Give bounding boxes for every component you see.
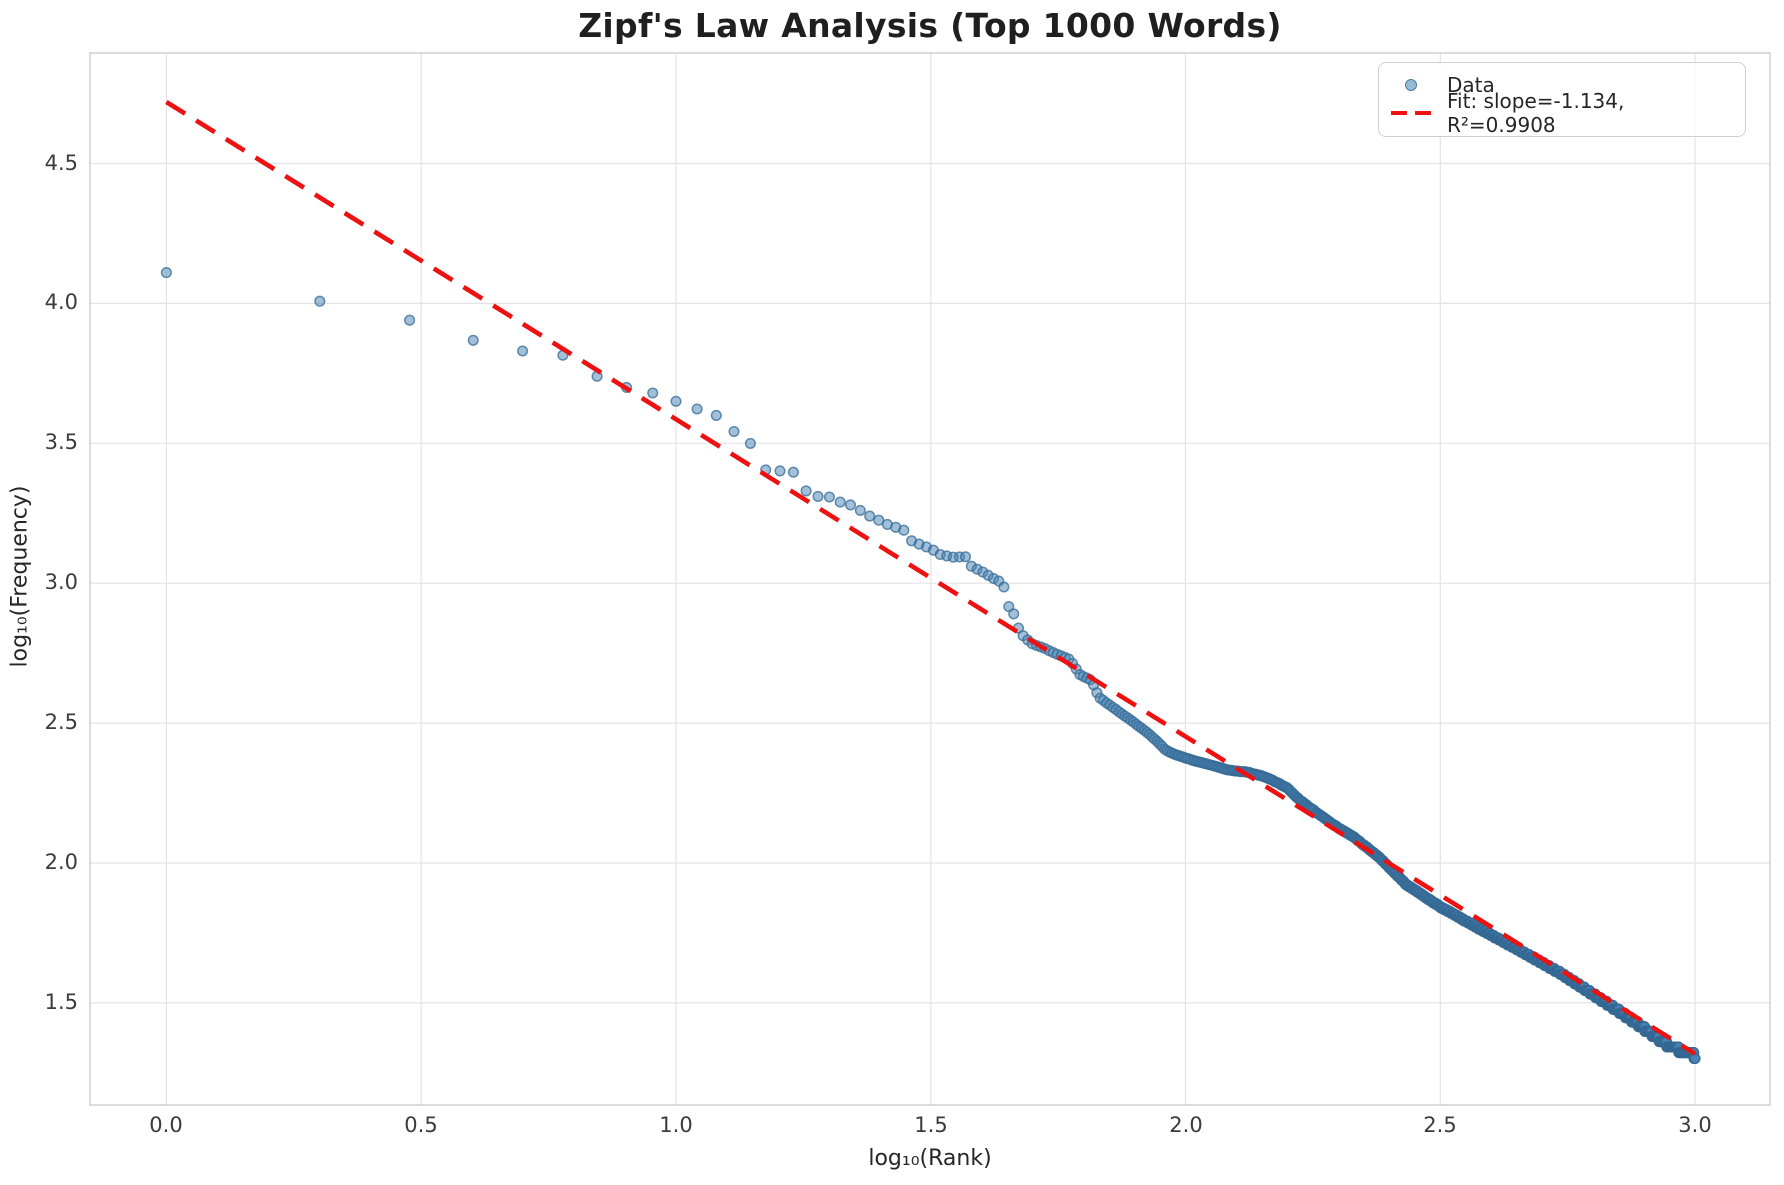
y-tick-label: 4.0	[44, 290, 78, 314]
legend-label-data: Data	[1447, 73, 1495, 97]
y-tick-label: 2.0	[44, 850, 78, 874]
fit-line	[165, 100, 1697, 1056]
scatter-dot-icon	[1405, 79, 1417, 91]
y-tick-label: 2.5	[44, 710, 78, 734]
chart-title: Zipf's Law Analysis (Top 1000 Words)	[578, 6, 1282, 45]
legend-label-fit: Fit: slope=-1.134, R²=0.9908	[1447, 89, 1625, 137]
axes-frame	[89, 52, 1771, 1106]
x-tick-label: 1.0	[659, 1113, 693, 1137]
x-tick-label: 3.0	[1678, 1113, 1712, 1137]
gridlines	[90, 53, 1770, 1105]
legend-entry-fit: Fit: slope=-1.134, R²=0.9908	[1389, 89, 1733, 137]
x-axis-label: log₁₀(Rank)	[868, 1146, 992, 1171]
y-tick-label: 4.5	[44, 151, 78, 175]
x-tick-label: 1.5	[914, 1113, 948, 1137]
legend: Data Fit: slope=-1.134, R²=0.9908	[1378, 62, 1746, 137]
x-tick-label: 0.5	[404, 1113, 438, 1137]
y-axis-label: log₁₀(Frequency)	[7, 485, 33, 668]
x-tick-label: 0.0	[149, 1113, 183, 1137]
y-tick-label: 3.5	[44, 430, 78, 454]
red-dashed-line-icon	[1389, 110, 1433, 116]
y-tick-label: 3.0	[44, 570, 78, 594]
x-tick-label: 2.5	[1423, 1113, 1457, 1137]
legend-entry-data: Data	[1389, 71, 1733, 99]
x-tick-label: 2.0	[1169, 1113, 1203, 1137]
y-tick-label: 1.5	[44, 990, 78, 1014]
